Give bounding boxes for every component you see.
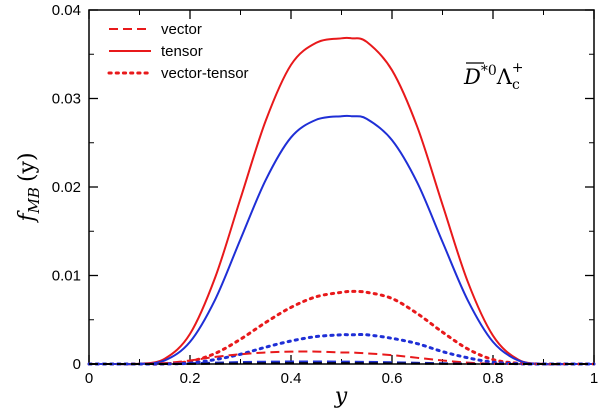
x-tick-label: 0.2	[180, 370, 201, 387]
x-axis-title: y	[334, 384, 348, 409]
legend-label: vector-tensor	[161, 65, 249, 82]
series-line-0	[88, 36, 595, 366]
particle-sup: +	[512, 60, 524, 76]
particle-star0: *0	[481, 63, 497, 79]
legend-label: vector	[161, 21, 202, 38]
legend-label: tensor	[161, 43, 203, 60]
particle-annotation: D*0Λc+	[463, 60, 524, 93]
series-line-4	[88, 350, 595, 366]
particle-sub: c	[512, 77, 520, 93]
x-tick-label: 1	[590, 370, 598, 387]
x-tick-label: 0.6	[382, 370, 403, 387]
y-axis-title-sub: MB	[25, 187, 43, 214]
x-tick-label: 0	[85, 370, 93, 387]
y-tick-label: 0.01	[52, 268, 81, 285]
particle-lambda: Λ	[496, 65, 513, 89]
y-tick-label: 0.04	[52, 2, 81, 19]
x-tick-label: 0.4	[281, 370, 302, 387]
y-tick-label: 0.02	[52, 179, 81, 196]
series-layer	[87, 36, 596, 366]
y-axis-title-arg: (y)	[15, 152, 40, 182]
svg-text:D*0Λc+: D*0Λc+	[463, 60, 524, 93]
y-axis-title: fMB(y)	[15, 152, 43, 223]
plot-area: 0 0.2 0.4 0.6 0.8 1 0 0.01 0.02 0.03 0.04	[52, 2, 598, 387]
particle-D: D	[463, 65, 481, 89]
svg-text:fMB(y): fMB(y)	[15, 152, 43, 223]
legend: vector tensor vector-tensor	[107, 21, 249, 82]
tick-labels: 0 0.2 0.4 0.6 0.8 1 0 0.01 0.02 0.03 0.04	[52, 2, 598, 387]
series-line-1	[88, 114, 595, 366]
x-tick-label: 0.8	[483, 370, 504, 387]
series-line-6	[89, 362, 595, 366]
y-tick-label: 0.03	[52, 91, 81, 108]
y-tick-label: 0	[73, 356, 81, 373]
